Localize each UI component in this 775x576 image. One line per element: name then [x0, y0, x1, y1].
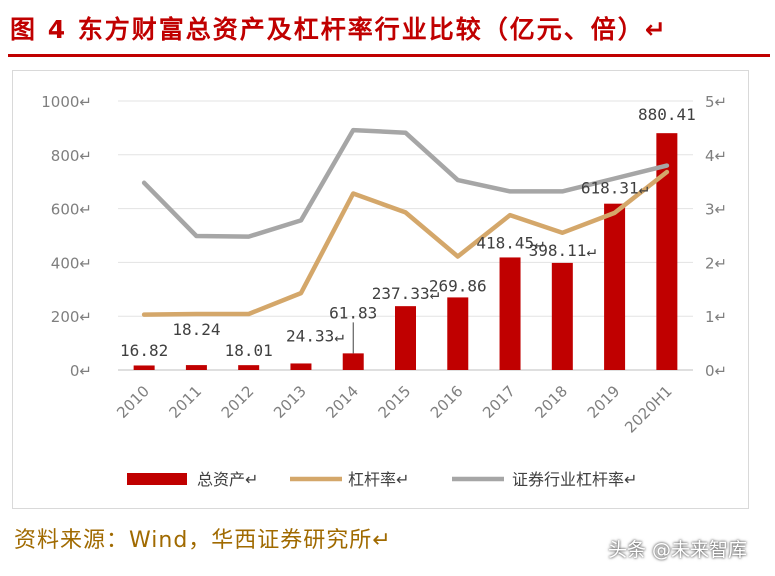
bar-total-assets: [656, 133, 678, 370]
bar-total-assets: [499, 257, 521, 370]
bar-total-assets: [551, 262, 573, 370]
bar-value-label: 16.82: [120, 341, 168, 360]
left-tick-label: 200↵: [51, 308, 92, 326]
bar-value-label: 418.45↵: [476, 233, 544, 252]
legend: 总资产↵ 杠杆率↵ 证券行业杠杆率↵: [127, 470, 637, 489]
right-tick-label: 0↵: [705, 362, 727, 380]
bar-total-assets: [133, 365, 155, 370]
bar-value-label: 61.83: [329, 303, 377, 322]
x-tick-label: 2013: [270, 382, 310, 422]
x-tick-label: 2014: [322, 382, 362, 422]
chart-title: 图 4 东方财富总资产及杠杆率行业比较（亿元、倍）↵: [10, 15, 668, 44]
x-tick-label: 2017: [479, 382, 519, 422]
x-tick-label: 2015: [375, 382, 415, 422]
right-tick-label: 4↵: [705, 147, 727, 165]
legend-label: 证券行业杠杆率↵: [512, 470, 637, 489]
legend-swatch-bar: [127, 473, 187, 485]
legend-label: 杠杆率↵: [348, 470, 409, 489]
bar-value-label: 18.01: [225, 341, 273, 360]
bar-total-assets: [290, 363, 312, 370]
source-note: 资料来源：Wind，华西证券研究所↵: [14, 528, 392, 553]
x-tick-label: 2011: [166, 382, 206, 422]
right-tick-label: 3↵: [705, 201, 727, 219]
bar-total-assets: [238, 365, 260, 370]
legend-label: 总资产↵: [197, 470, 258, 489]
bar-value-label: 880.41: [638, 105, 696, 124]
right-tick-label: 2↵: [705, 254, 727, 272]
bar-total-assets: [185, 365, 207, 370]
left-tick-label: 0↵: [70, 362, 92, 380]
bar-total-assets: [342, 353, 364, 370]
left-tick-label: 800↵: [51, 147, 92, 165]
right-axis-ticks: 0↵ 1↵ 2↵ 3↵ 4↵ 5↵: [705, 93, 727, 380]
x-tick-label: 2012: [218, 382, 258, 422]
bar-value-label: 269.86: [429, 276, 487, 295]
bar-value-label: 237.33↵: [372, 284, 440, 303]
title-divider: [8, 54, 770, 57]
bar-total-assets: [395, 306, 416, 370]
left-axis-ticks: 0↵ 200↵ 400↵ 600↵ 800↵ 1000↵: [41, 93, 92, 380]
x-tick-label: 2010: [113, 382, 153, 422]
bar-total-assets: [447, 297, 469, 370]
left-tick-label: 1000↵: [41, 93, 92, 111]
right-tick-label: 5↵: [705, 93, 727, 111]
bar-value-label: 18.24: [172, 320, 220, 339]
bar-value-label: 24.33↵: [286, 326, 344, 345]
x-tick-label: 2019: [584, 382, 624, 422]
line-industry-leverage: [141, 127, 670, 239]
x-tick-label: 2018: [531, 382, 571, 422]
bar-value-label: 618.31↵: [581, 179, 649, 198]
x-axis-ticks: 2010 2011 2012 2013 2014 2015 2016 2017 2018 2019…: [113, 382, 675, 436]
bar-value-label: 398.11↵: [529, 241, 597, 260]
bars-total-assets: [133, 133, 678, 370]
right-tick-label: 1↵: [705, 308, 727, 326]
chart-frame: [12, 70, 749, 509]
watermark: 头条 @未来智库: [608, 539, 748, 561]
x-tick-label: 2016: [427, 382, 467, 422]
bar-total-assets: [604, 203, 626, 370]
line-leverage: [141, 169, 670, 317]
left-tick-label: 600↵: [51, 201, 92, 219]
left-tick-label: 400↵: [51, 254, 92, 272]
x-tick-label: 2020H1: [621, 382, 675, 436]
leverage-lines: [141, 127, 670, 317]
